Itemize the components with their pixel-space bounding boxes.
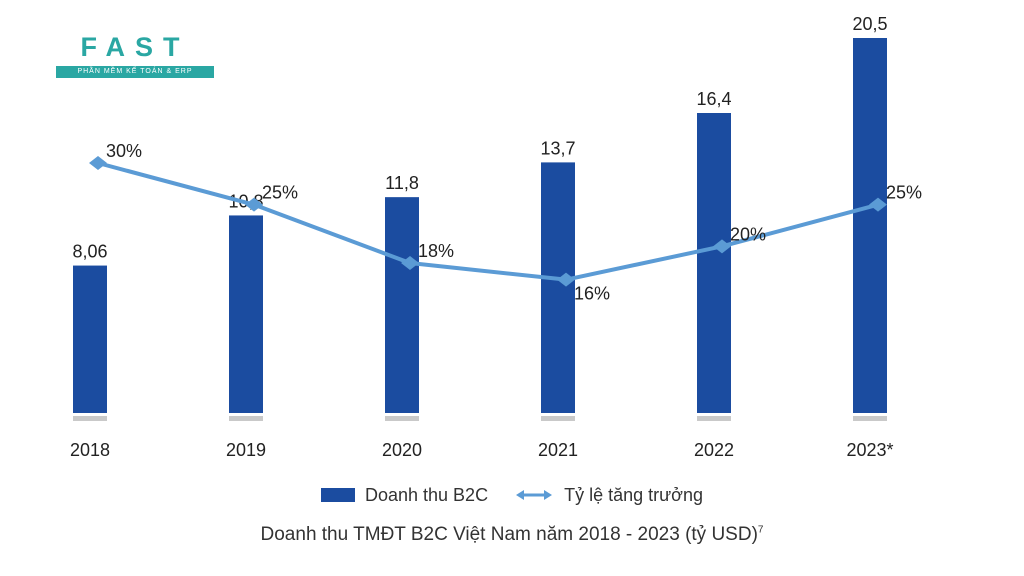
growth-point <box>713 239 731 254</box>
legend-item-revenue: Doanh thu B2C <box>320 484 489 506</box>
category-label: 2018 <box>70 440 110 460</box>
bar <box>229 215 263 413</box>
legend-label-growth: Tỷ lệ tăng trưởng <box>564 484 703 505</box>
growth-point <box>401 256 419 270</box>
category-label: 2022 <box>694 440 734 460</box>
growth-value-label: 20% <box>730 224 766 244</box>
chart-title-text: Doanh thu TMĐT B2C Việt Nam năm 2018 - 2… <box>260 524 758 545</box>
bar <box>73 265 107 413</box>
growth-point <box>245 197 263 212</box>
axis-base-tick <box>541 416 575 421</box>
growth-value-label: 16% <box>574 284 610 304</box>
chart-title: Doanh thu TMĐT B2C Việt Nam năm 2018 - 2… <box>0 524 1024 546</box>
category-label: 2020 <box>382 440 422 460</box>
growth-value-label: 18% <box>418 241 454 261</box>
growth-value-label: 25% <box>262 183 298 203</box>
growth-value-label: 25% <box>886 183 922 203</box>
legend-label-revenue: Doanh thu B2C <box>364 484 489 505</box>
chart-legend: Doanh thu B2C Tỷ lệ tăng trưởng <box>0 484 1024 506</box>
bar-value-label: 20,5 <box>852 14 887 34</box>
legend-swatch-line <box>516 490 553 500</box>
bar <box>541 162 575 413</box>
growth-point <box>869 197 887 212</box>
axis-base-tick <box>385 416 419 421</box>
legend-item-growth: Tỷ lệ tăng trưởng <box>514 485 703 506</box>
axis-base-tick <box>73 416 107 421</box>
growth-point <box>557 272 575 287</box>
axis-base-tick <box>697 416 731 421</box>
category-label: 2023* <box>846 440 893 460</box>
logo-tagline: PHẦN MỀM KẾ TOÁN & ERP <box>56 66 214 78</box>
category-label: 2021 <box>538 440 578 460</box>
bar-value-label: 13,7 <box>540 138 575 158</box>
axis-base-tick <box>229 416 263 421</box>
logo-text: FAST <box>80 32 190 62</box>
bar <box>853 38 887 413</box>
chart-canvas: 8,06201810,8201911,8202013,7202116,42022… <box>70 14 922 460</box>
growth-line <box>97 161 879 282</box>
category-label: 2019 <box>226 440 266 460</box>
bar-value-label: 16,4 <box>696 89 731 109</box>
chart-title-footnote: 7 <box>757 524 764 536</box>
axis-base-tick <box>853 416 887 421</box>
legend-swatch-bar <box>320 488 355 502</box>
bar-value-label: 8,06 <box>72 242 107 262</box>
growth-value-label: 30% <box>106 141 142 161</box>
bar-value-label: 11,8 <box>385 173 419 193</box>
fast-logo: FAST PHẦN MỀM KẾ TOÁN & ERP <box>56 32 214 82</box>
bar <box>385 197 419 413</box>
growth-point <box>89 156 107 170</box>
bar <box>697 113 731 413</box>
